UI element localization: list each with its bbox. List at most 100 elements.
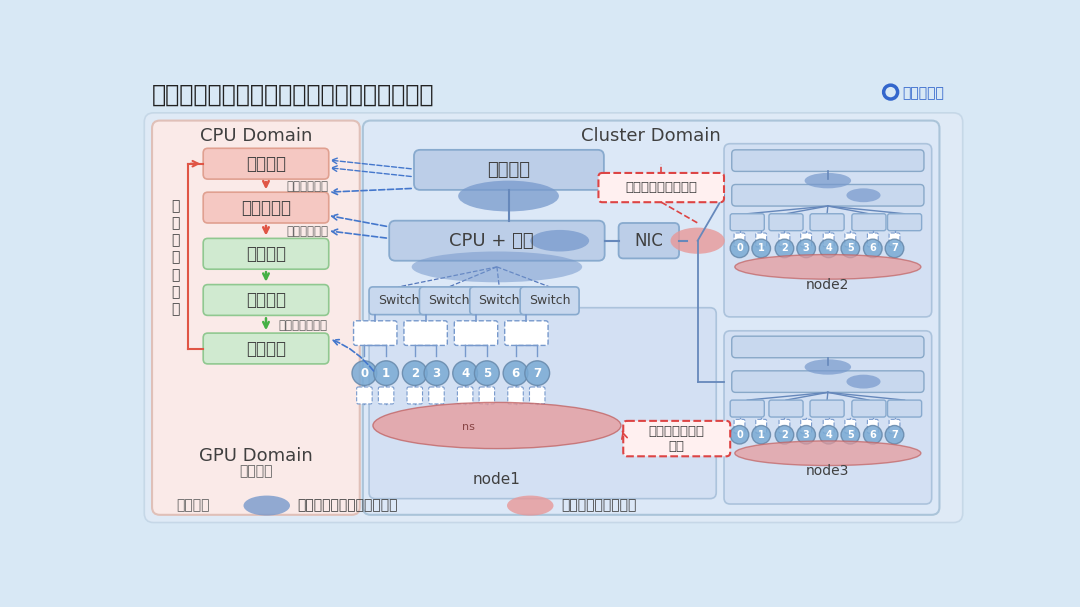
FancyBboxPatch shape xyxy=(724,144,932,317)
Text: 5: 5 xyxy=(847,430,853,439)
Text: 训练流程: 训练流程 xyxy=(176,498,210,512)
Text: 6: 6 xyxy=(869,430,876,439)
Ellipse shape xyxy=(841,239,860,257)
FancyBboxPatch shape xyxy=(734,419,745,433)
FancyBboxPatch shape xyxy=(429,387,444,404)
FancyBboxPatch shape xyxy=(852,214,886,231)
Text: 分布式训练额外开销: 分布式训练额外开销 xyxy=(562,498,636,512)
FancyBboxPatch shape xyxy=(470,287,529,314)
FancyBboxPatch shape xyxy=(800,419,811,433)
FancyBboxPatch shape xyxy=(756,419,767,433)
Ellipse shape xyxy=(474,361,499,385)
Ellipse shape xyxy=(886,426,904,444)
Ellipse shape xyxy=(671,228,725,254)
FancyBboxPatch shape xyxy=(732,150,924,171)
Text: 反向计算: 反向计算 xyxy=(246,291,286,309)
FancyBboxPatch shape xyxy=(724,331,932,504)
FancyBboxPatch shape xyxy=(810,400,845,417)
FancyBboxPatch shape xyxy=(730,214,765,231)
FancyBboxPatch shape xyxy=(504,320,548,345)
Text: 4: 4 xyxy=(825,243,832,253)
FancyBboxPatch shape xyxy=(203,239,328,269)
FancyBboxPatch shape xyxy=(619,223,679,259)
Text: 训练流程: 训练流程 xyxy=(239,465,272,479)
Ellipse shape xyxy=(530,230,590,251)
Ellipse shape xyxy=(243,495,291,515)
Text: 1: 1 xyxy=(758,430,765,439)
Text: 单机内卡间通信
开销: 单机内卡间通信 开销 xyxy=(649,424,705,453)
Text: CPU + 内存: CPU + 内存 xyxy=(449,232,534,249)
Ellipse shape xyxy=(458,181,559,211)
Text: 数据读取: 数据读取 xyxy=(246,155,286,173)
FancyBboxPatch shape xyxy=(732,185,924,206)
Ellipse shape xyxy=(752,239,770,257)
Text: 7: 7 xyxy=(891,243,897,253)
Text: ns: ns xyxy=(462,422,475,432)
Text: NIC: NIC xyxy=(634,232,663,249)
Text: 2: 2 xyxy=(781,430,787,439)
Ellipse shape xyxy=(820,426,838,444)
Text: 从硬盘到主存: 从硬盘到主存 xyxy=(286,180,328,192)
Ellipse shape xyxy=(805,173,851,188)
Ellipse shape xyxy=(374,361,399,385)
FancyBboxPatch shape xyxy=(407,387,422,404)
Text: node3: node3 xyxy=(806,464,850,478)
FancyBboxPatch shape xyxy=(203,285,328,316)
Text: Switch: Switch xyxy=(378,294,419,307)
Text: 数据存储: 数据存储 xyxy=(487,161,530,179)
FancyBboxPatch shape xyxy=(203,192,328,223)
FancyBboxPatch shape xyxy=(779,233,789,247)
FancyBboxPatch shape xyxy=(845,419,855,433)
Ellipse shape xyxy=(775,239,794,257)
FancyBboxPatch shape xyxy=(810,214,845,231)
Text: Switch: Switch xyxy=(428,294,470,307)
Text: 1: 1 xyxy=(382,367,390,379)
Text: 3: 3 xyxy=(432,367,441,379)
Ellipse shape xyxy=(352,361,377,385)
Text: GPU Domain: GPU Domain xyxy=(199,447,313,466)
Text: 5: 5 xyxy=(847,243,853,253)
FancyBboxPatch shape xyxy=(353,320,397,345)
FancyBboxPatch shape xyxy=(889,233,900,247)
Text: 进程间梯度平均: 进程间梯度平均 xyxy=(279,319,327,332)
FancyBboxPatch shape xyxy=(867,419,878,433)
Text: CPU Domain: CPU Domain xyxy=(200,127,312,145)
FancyBboxPatch shape xyxy=(867,233,878,247)
FancyBboxPatch shape xyxy=(455,320,498,345)
Ellipse shape xyxy=(864,239,882,257)
FancyBboxPatch shape xyxy=(823,419,834,433)
FancyBboxPatch shape xyxy=(145,113,962,523)
FancyBboxPatch shape xyxy=(529,387,545,404)
Text: 0: 0 xyxy=(737,430,743,439)
Ellipse shape xyxy=(847,188,880,202)
FancyBboxPatch shape xyxy=(769,400,804,417)
FancyBboxPatch shape xyxy=(823,233,834,247)
Ellipse shape xyxy=(373,402,621,449)
Text: 启
动
新
一
轮
迭
代: 启 动 新 一 轮 迭 代 xyxy=(171,198,179,316)
Text: node2: node2 xyxy=(806,277,850,291)
Ellipse shape xyxy=(403,361,428,385)
Ellipse shape xyxy=(507,495,554,515)
Text: 0: 0 xyxy=(737,243,743,253)
FancyBboxPatch shape xyxy=(203,148,328,179)
Text: Switch: Switch xyxy=(529,294,570,307)
FancyBboxPatch shape xyxy=(800,233,811,247)
Text: 0: 0 xyxy=(361,367,368,379)
Text: 6: 6 xyxy=(869,243,876,253)
Ellipse shape xyxy=(411,251,582,282)
Text: 3: 3 xyxy=(802,243,810,253)
Text: 数据预处理: 数据预处理 xyxy=(241,198,291,217)
FancyBboxPatch shape xyxy=(623,421,730,456)
Text: 5: 5 xyxy=(483,367,491,379)
Ellipse shape xyxy=(797,239,815,257)
Text: Switch: Switch xyxy=(478,294,519,307)
FancyBboxPatch shape xyxy=(389,221,605,261)
FancyBboxPatch shape xyxy=(756,233,767,247)
Ellipse shape xyxy=(730,239,748,257)
Ellipse shape xyxy=(886,239,904,257)
FancyBboxPatch shape xyxy=(734,233,745,247)
FancyBboxPatch shape xyxy=(356,387,373,404)
FancyBboxPatch shape xyxy=(732,336,924,358)
FancyBboxPatch shape xyxy=(852,400,886,417)
FancyBboxPatch shape xyxy=(152,121,360,515)
